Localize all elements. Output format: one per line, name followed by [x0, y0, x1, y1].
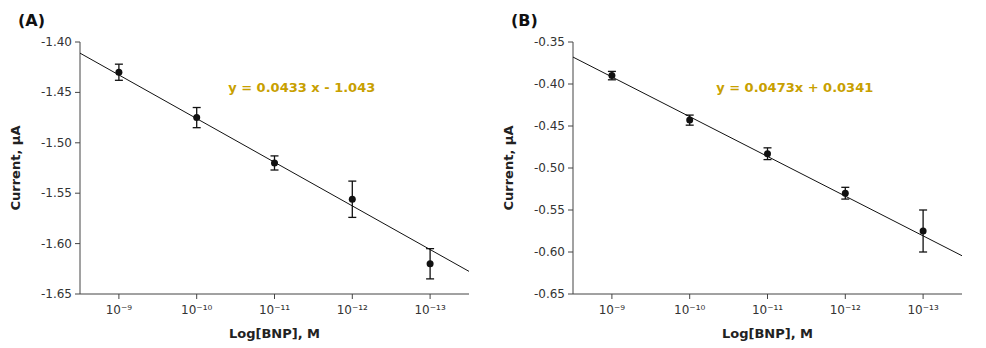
data-point [271, 159, 278, 166]
x-tick [430, 294, 431, 299]
y-tick [568, 126, 573, 127]
data-point [427, 260, 434, 267]
y-tick [75, 243, 80, 244]
fit-line [80, 53, 469, 271]
data-point [920, 228, 927, 235]
data-point [193, 114, 200, 121]
x-tick [611, 294, 612, 299]
x-tick [689, 294, 690, 299]
x-tick [923, 294, 924, 299]
y-tick [75, 193, 80, 194]
y-tick-label: -0.60 [534, 245, 565, 259]
error-bar [271, 156, 279, 170]
panel-label: (A) [18, 11, 45, 30]
equation: y = 0.0433 x - 1.043 [228, 80, 375, 95]
y-tick-label: -0.45 [534, 119, 565, 133]
y-tick-label: -1.65 [41, 287, 72, 301]
panel-label: (B) [511, 11, 538, 30]
error-bar [686, 115, 694, 125]
y-axis-label: Current, μA [501, 126, 516, 211]
x-tick-label: 10⁻¹⁰ [674, 303, 705, 317]
y-tick-label: -0.40 [534, 77, 565, 91]
equation: y = 0.0473x + 0.0341 [716, 80, 873, 95]
y-tick-label: -0.65 [534, 287, 565, 301]
plot-area [80, 53, 469, 279]
y-tick [75, 142, 80, 143]
y-tick [75, 294, 80, 295]
figure: 10⁻⁹ 10⁻¹⁰ 10⁻¹¹ 10⁻¹² 10⁻¹³ -1.40 -1.45 -1.50 -… [0, 0, 986, 348]
y-tick [568, 294, 573, 295]
error-bar [193, 108, 201, 128]
y-tick-label: -1.40 [41, 35, 72, 49]
panel: 10⁻⁹ 10⁻¹⁰ 10⁻¹¹ 10⁻¹² 10⁻¹³ -1.40 -1.45 -1.50 -… [8, 11, 469, 341]
error-bar [115, 64, 123, 80]
x-axis-label: Log[BNP], M [229, 326, 320, 341]
data-point [686, 117, 693, 124]
data-point [349, 196, 356, 203]
y-tick-label: -1.45 [41, 85, 72, 99]
error-bar [919, 210, 927, 252]
y-tick-label: -0.50 [534, 161, 565, 175]
x-tick [118, 294, 119, 299]
y-tick [75, 92, 80, 93]
error-bar [764, 148, 772, 160]
y-tick [568, 84, 573, 85]
y-tick-label: -1.60 [41, 237, 72, 251]
y-axis-label: Current, μA [8, 126, 23, 211]
y-tick [568, 42, 573, 43]
x-tick-label: 10⁻¹² [337, 303, 368, 317]
y-tick [75, 42, 80, 43]
x-tick-label: 10⁻¹² [830, 303, 861, 317]
background [0, 0, 986, 348]
x-tick-label: 10⁻¹⁰ [181, 303, 212, 317]
y-tick-label: -0.35 [534, 35, 565, 49]
x-tick-label: 10⁻¹³ [414, 303, 445, 317]
x-tick-label: 10⁻⁹ [106, 303, 133, 317]
error-bar [608, 71, 616, 79]
x-tick [352, 294, 353, 299]
data-point [608, 72, 615, 79]
data-point [764, 150, 771, 157]
x-tick [845, 294, 846, 299]
x-tick-label: 10⁻¹¹ [752, 303, 783, 317]
panel: 10⁻⁹ 10⁻¹⁰ 10⁻¹¹ 10⁻¹² 10⁻¹³ -0.35 -0.40 -0.45 -… [501, 11, 962, 341]
error-bar [348, 181, 356, 217]
x-tick [767, 294, 768, 299]
fit-line [573, 57, 962, 256]
y-tick-label: -1.55 [41, 186, 72, 200]
x-axis-label: Log[BNP], M [722, 326, 813, 341]
y-axis-line [80, 42, 81, 294]
x-tick-label: 10⁻⁹ [599, 303, 626, 317]
y-tick-label: -1.50 [41, 136, 72, 150]
x-tick [196, 294, 197, 299]
y-tick [568, 168, 573, 169]
y-tick [568, 210, 573, 211]
y-tick [568, 252, 573, 253]
data-point [115, 69, 122, 76]
x-tick-label: 10⁻¹³ [907, 303, 938, 317]
error-bar [841, 187, 849, 199]
error-bar [426, 249, 434, 279]
x-tick [274, 294, 275, 299]
data-point [842, 190, 849, 197]
plot-area [573, 57, 962, 256]
y-tick-label: -0.55 [534, 203, 565, 217]
x-tick-label: 10⁻¹¹ [259, 303, 290, 317]
